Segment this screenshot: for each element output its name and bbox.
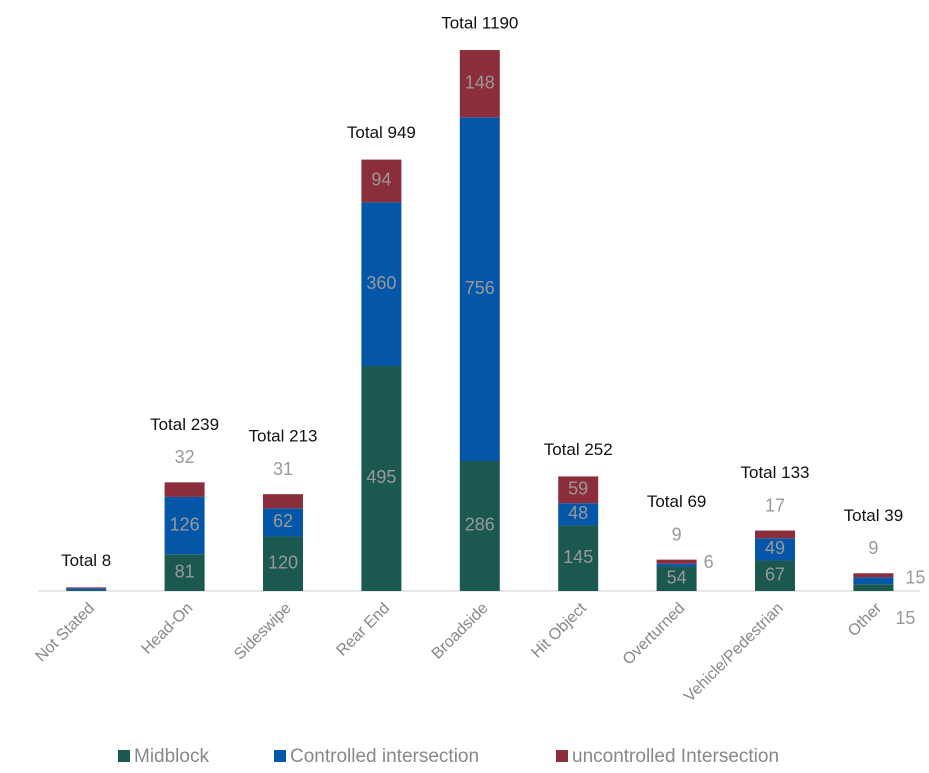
legend-label: Midblock xyxy=(134,746,209,767)
value-label: 9 xyxy=(672,524,682,544)
x-tick-label: Sideswipe xyxy=(231,600,295,664)
value-label: 15 xyxy=(895,608,915,628)
bar-segment xyxy=(853,577,894,585)
total-label: Total 239 xyxy=(150,415,219,434)
value-label: 67 xyxy=(765,565,785,585)
bar-segment xyxy=(558,476,599,504)
value-label: 94 xyxy=(371,170,391,190)
value-label: 81 xyxy=(175,561,195,581)
x-tick-label: Rear End xyxy=(333,600,393,660)
bar-segment xyxy=(558,503,599,526)
value-label: 9 xyxy=(868,538,878,558)
bar-segment xyxy=(459,460,500,591)
value-label: 126 xyxy=(170,514,200,534)
x-tick-label: Other xyxy=(845,599,886,640)
value-label: 59 xyxy=(568,479,588,499)
total-label: Total 8 xyxy=(61,551,111,570)
bar-segment xyxy=(66,588,107,591)
bar-segment xyxy=(755,530,795,539)
x-tick-label: Head-On xyxy=(138,600,196,658)
value-label: 15 xyxy=(905,568,925,588)
value-label: 62 xyxy=(273,511,293,531)
bar-segment xyxy=(263,494,303,509)
bar-segment xyxy=(263,536,303,591)
value-label: 145 xyxy=(563,547,593,567)
bar-segment xyxy=(66,590,107,591)
value-label: 6 xyxy=(704,552,714,572)
bar-segment xyxy=(755,538,795,561)
value-label: 120 xyxy=(268,552,298,572)
bar-segment xyxy=(853,573,894,578)
total-label: Total 133 xyxy=(741,463,810,482)
bar-segment xyxy=(656,563,697,567)
bar-segment xyxy=(853,584,894,591)
bar-segment xyxy=(361,202,402,366)
bar-segment xyxy=(459,117,500,461)
bar-segment xyxy=(459,50,500,118)
value-label: 495 xyxy=(366,467,396,487)
value-label: 17 xyxy=(765,495,785,515)
value-label: 286 xyxy=(465,515,495,535)
bar-segment xyxy=(558,525,599,591)
x-tick-label: Overturned xyxy=(620,600,689,669)
value-label: 148 xyxy=(465,72,495,92)
total-label: Total 1190 xyxy=(441,14,518,33)
bar-segment xyxy=(66,587,107,589)
x-tick-label: Hit Object xyxy=(528,599,590,661)
value-label: 54 xyxy=(667,567,687,587)
bar-segment xyxy=(755,560,795,591)
total-label: Total 39 xyxy=(844,506,904,525)
legend-swatch xyxy=(118,750,130,762)
bar-segment xyxy=(656,566,697,591)
total-label: Total 69 xyxy=(647,492,707,511)
bar-segment xyxy=(361,159,402,203)
bar-segment xyxy=(263,508,303,537)
total-label: Total 252 xyxy=(544,440,613,459)
value-label: 756 xyxy=(465,278,495,298)
total-label: Total 949 xyxy=(347,123,416,142)
x-tick-label: Not Stated xyxy=(33,600,98,665)
value-label: 31 xyxy=(273,459,293,479)
bar-segment xyxy=(164,554,205,591)
value-label: 32 xyxy=(175,447,195,467)
x-tick-label: Broadside xyxy=(429,600,492,663)
legend-label: Controlled intersection xyxy=(290,746,479,767)
total-label: Total 213 xyxy=(249,427,318,446)
value-label: 49 xyxy=(765,538,785,558)
legend-swatch xyxy=(556,750,568,762)
legend-label: uncontrolled Intersection xyxy=(572,746,779,767)
bar-segment xyxy=(164,496,205,555)
value-label: 48 xyxy=(568,503,588,523)
bar-segment xyxy=(164,482,205,497)
x-tick-label: Vehicle/Pedestrian xyxy=(681,600,787,706)
legend-swatch xyxy=(274,750,286,762)
bar-segment xyxy=(656,559,697,564)
bar-segment xyxy=(361,365,402,591)
value-label: 360 xyxy=(366,273,396,293)
